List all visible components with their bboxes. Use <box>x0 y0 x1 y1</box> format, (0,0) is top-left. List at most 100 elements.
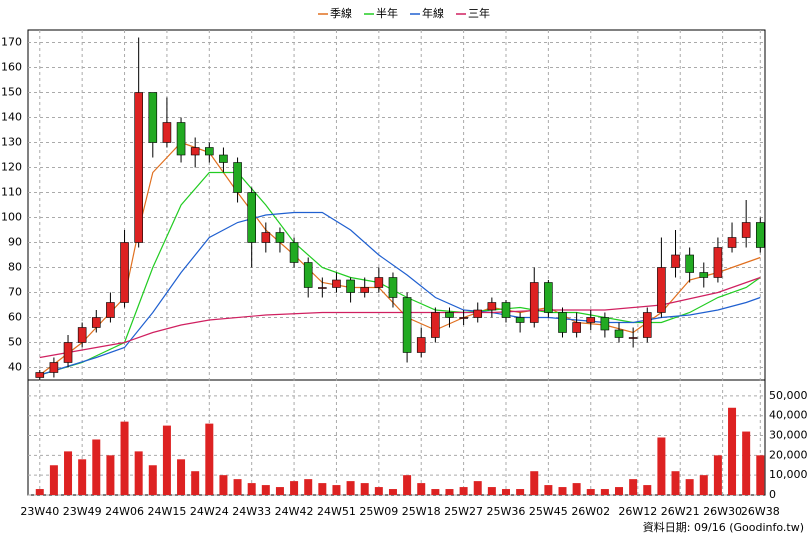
footnote: 資料日期: 09/16 (Goodinfo.tw) <box>643 520 804 534</box>
candle-body <box>473 309 483 318</box>
volume-bar <box>35 489 44 495</box>
candle-body <box>176 122 186 156</box>
volume-bar <box>728 407 737 495</box>
volume-bar <box>247 483 256 495</box>
candle-body <box>275 232 285 243</box>
volume-bar <box>657 437 666 495</box>
candle-body <box>49 362 59 373</box>
volume-bar <box>78 459 87 495</box>
volume-bar <box>92 439 101 495</box>
candle-body <box>487 302 497 311</box>
x-tick-label: 26W02 <box>571 505 610 518</box>
candle-body <box>459 317 468 319</box>
volume-bar <box>615 487 624 495</box>
volume-bar <box>360 483 369 495</box>
candle-body <box>416 337 426 353</box>
y-tick-label: 50 <box>8 336 22 349</box>
candle-body <box>318 287 327 289</box>
candle-body <box>431 312 440 338</box>
ma-line <box>39 211 761 376</box>
volume-bar <box>699 475 708 495</box>
volume-bar <box>713 455 722 495</box>
y2-tick-label: 50,000 <box>769 389 808 402</box>
candle-body <box>205 147 214 156</box>
x-tick-label: 26W12 <box>618 505 657 518</box>
volume-bar <box>318 483 327 495</box>
volume-bar <box>148 465 157 495</box>
price-panel <box>27 29 766 381</box>
candle-body <box>35 372 45 378</box>
x-tick-label: 24W51 <box>317 505 356 518</box>
candle-body <box>402 297 412 353</box>
x-tick-label: 24W33 <box>232 505 271 518</box>
candle-body <box>558 312 567 333</box>
candle-body <box>755 222 765 248</box>
candle-body <box>289 242 299 263</box>
candle-body <box>657 267 666 313</box>
x-tick-label: 25W45 <box>529 505 568 518</box>
volume-bar <box>685 479 694 495</box>
volume-bar <box>530 471 539 495</box>
candle-body <box>515 317 525 323</box>
y-tick-label: 130 <box>1 136 22 149</box>
candle-body <box>445 312 454 318</box>
candle-body <box>685 254 694 273</box>
candle-body <box>699 272 709 278</box>
volume-bar <box>473 481 482 495</box>
legend-label: 三年 <box>468 6 490 20</box>
candle-body <box>671 254 680 268</box>
volume-bar <box>756 455 765 495</box>
x-tick-label: 24W06 <box>105 505 144 518</box>
volume-bar <box>275 487 284 495</box>
volume-bar <box>558 487 567 495</box>
legend-label: 季線 <box>330 6 352 20</box>
candle-body <box>388 277 398 298</box>
candle-body <box>642 312 652 338</box>
legend-label: 半年 <box>376 6 398 20</box>
x-tick-label: 24W42 <box>275 505 314 518</box>
volume-bar <box>64 451 73 495</box>
volume-bar <box>191 471 200 495</box>
x-tick-label: 25W09 <box>359 505 398 518</box>
volume-bar <box>431 489 440 495</box>
volume-bar <box>629 479 638 495</box>
candle-body <box>134 92 143 243</box>
volume-bar <box>586 489 595 495</box>
volume-bar <box>177 459 186 495</box>
legend-label: 年線 <box>422 6 444 20</box>
ma-line <box>39 171 761 376</box>
candle-body <box>501 302 511 318</box>
volume-bar <box>106 455 115 495</box>
candle-body <box>741 222 751 238</box>
candle-body <box>148 92 158 143</box>
x-tick-label: 26W30 <box>703 505 742 518</box>
volume-bar <box>501 489 510 495</box>
candle-body <box>332 279 341 288</box>
candle-body <box>106 302 115 318</box>
volume-bar <box>671 471 680 495</box>
candle-body <box>162 122 172 143</box>
volume-bar <box>388 489 397 495</box>
volume-bar <box>290 481 299 495</box>
y-tick-label: 90 <box>8 236 22 249</box>
y-tick-label: 160 <box>1 61 22 74</box>
x-tick-label: 23W49 <box>63 505 102 518</box>
y-tick-label: 170 <box>1 36 22 49</box>
volume-bar <box>233 479 242 495</box>
candle-body <box>233 162 242 193</box>
candle-body <box>600 317 610 331</box>
volume-bar <box>205 423 214 495</box>
candle-body <box>572 322 581 333</box>
y2-tick-label: 10,000 <box>769 468 808 481</box>
y-tick-label: 70 <box>8 286 22 299</box>
volume-bar <box>332 485 341 495</box>
candle-body <box>190 147 200 156</box>
candle-body <box>63 342 73 363</box>
x-tick-label: 25W36 <box>487 505 526 518</box>
volume-bar <box>403 475 412 495</box>
candle-body <box>219 154 228 163</box>
y-tick-label: 120 <box>1 161 22 174</box>
candle-body <box>628 337 638 339</box>
candle-body <box>346 279 355 293</box>
